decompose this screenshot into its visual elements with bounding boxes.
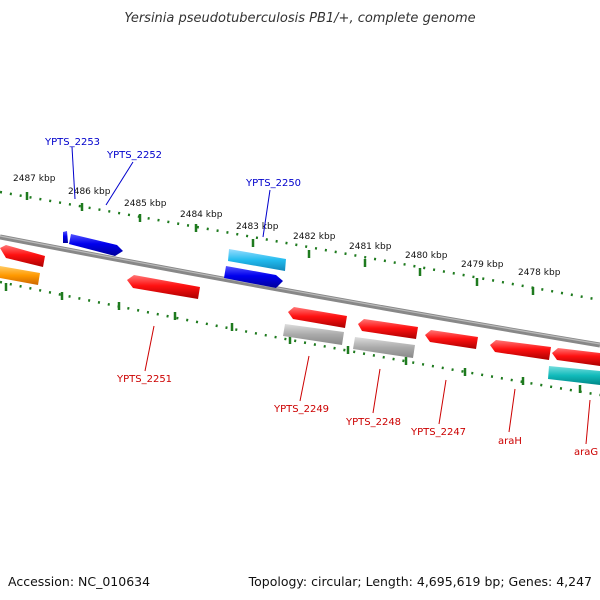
tick-label: 2482 kbp [293, 232, 336, 242]
genome-backbone [0, 234, 600, 348]
gene-teal[interactable] [548, 366, 600, 385]
gene-label[interactable]: YPTS_2248 [345, 417, 401, 428]
major-ticks-top [25, 192, 535, 295]
tick-label: 2485 kbp [124, 199, 167, 209]
gene-label[interactable]: YPTS_2247 [410, 427, 466, 438]
top-leader-lines [71, 146, 271, 238]
gene-arrow-reverse[interactable] [490, 340, 551, 360]
tick-label: 2478 kbp [518, 268, 561, 278]
gene-arrow-reverse[interactable] [552, 348, 600, 366]
tick-label: 2484 kbp [180, 210, 223, 220]
gene-arrow-reverse[interactable] [127, 275, 200, 299]
genome-backbone-highlight [0, 235, 600, 345]
gene-arrow-forward[interactable] [224, 266, 283, 288]
tick-label: 2487 kbp [13, 174, 56, 184]
gene-label[interactable]: YPTS_2249 [273, 404, 329, 415]
tick-label: 2486 kbp [68, 187, 111, 197]
bottom-leader-lines [144, 325, 591, 445]
gene-rna[interactable] [228, 249, 286, 271]
gene-label[interactable]: YPTS_2251 [116, 374, 172, 385]
gene-pseudo[interactable] [283, 324, 344, 345]
gene-arrow-forward[interactable] [63, 231, 68, 243]
gene-label[interactable]: araH [498, 436, 522, 447]
gene-arrow-reverse[interactable] [288, 307, 347, 328]
tick-label: 2480 kbp [405, 251, 448, 261]
gene-arrow-reverse[interactable] [358, 319, 418, 339]
gene-arrow-forward[interactable] [69, 234, 123, 256]
accession-text: Accession: NC_010634 [8, 574, 150, 589]
gene-arrow-reverse[interactable] [425, 330, 478, 349]
gene-orange[interactable] [0, 266, 40, 285]
tick-label: 2479 kbp [461, 260, 504, 270]
gene-label[interactable]: YPTS_2250 [245, 178, 301, 189]
tick-label: 2483 kbp [236, 222, 279, 232]
genome-title: Yersinia pseudotuberculosis PB1/+, compl… [124, 11, 475, 26]
gene-label[interactable]: araG [574, 447, 598, 458]
gene-label[interactable]: YPTS_2253 [44, 137, 100, 148]
tick-label: 2481 kbp [349, 242, 392, 252]
genome-summary: Topology: circular; Length: 4,695,619 bp… [248, 574, 592, 589]
gene-arrow-reverse[interactable] [0, 245, 45, 267]
major-ticks-bottom [4, 283, 582, 393]
gene-pseudo[interactable] [353, 337, 415, 358]
gene-label[interactable]: YPTS_2252 [106, 150, 162, 161]
